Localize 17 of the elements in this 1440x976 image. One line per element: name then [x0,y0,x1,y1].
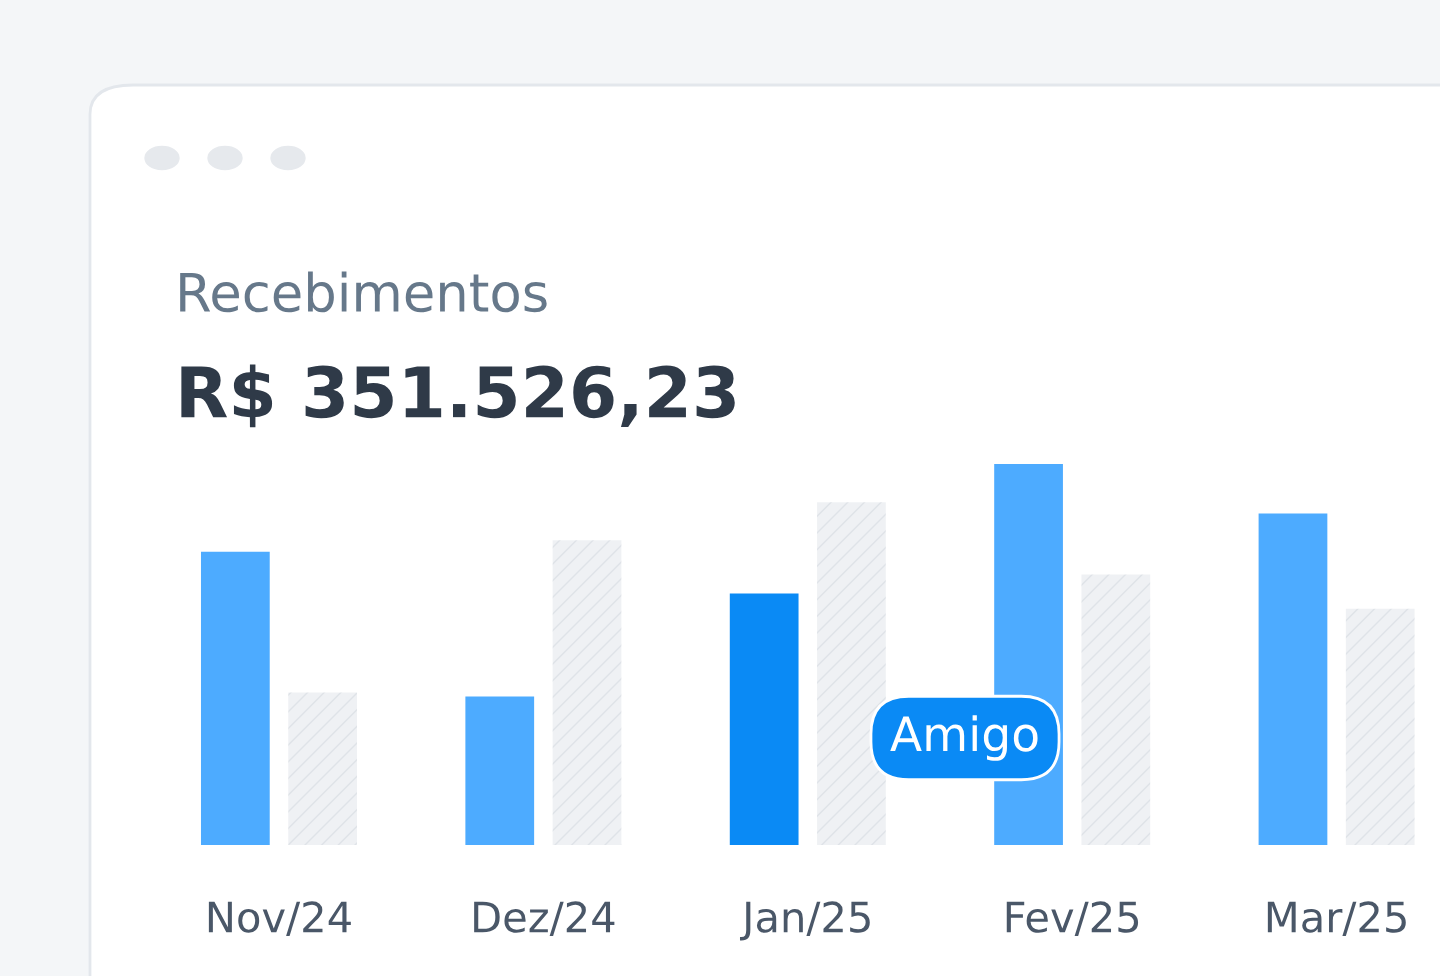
annotation: Amigo [890,715,1038,761]
chart-subtitle: R$ 351.526,23 [181,364,735,428]
bar [552,540,622,845]
x-tick-label: Mar/25 [1267,901,1406,937]
bar [1258,513,1328,845]
bar [1345,608,1415,845]
chart-title: Recebimentos [180,271,547,313]
bar [817,502,886,845]
x-tick-label: Dez/24 [474,901,615,937]
bar [1081,574,1151,845]
bar [200,551,270,845]
x-tick-label: Fev/25 [1006,901,1139,937]
bar [729,593,799,845]
x-tick-label: Jan/25 [739,901,870,941]
bar [465,696,535,845]
bar [288,692,357,845]
x-tick-label: Nov/24 [208,901,351,937]
